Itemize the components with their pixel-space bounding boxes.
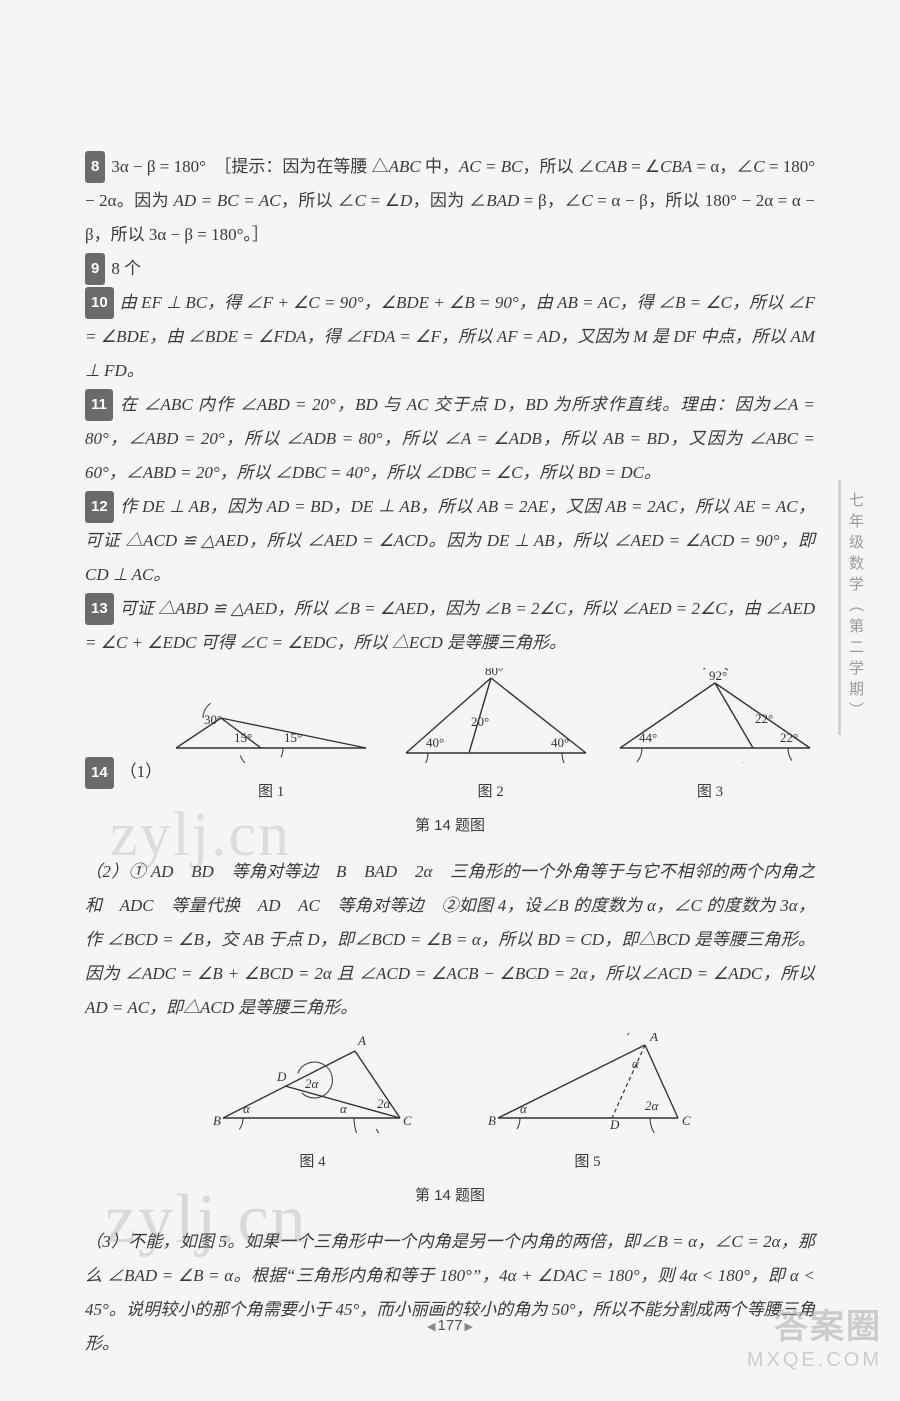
badge-9: 9 xyxy=(85,253,105,285)
fig2-svg: 80° 20° 40° 40° xyxy=(386,668,596,763)
fig1-svg: 30° 15° 15° xyxy=(166,668,376,763)
svg-text:A: A xyxy=(649,1033,658,1044)
badge-13: 13 xyxy=(85,593,114,625)
side-tab: 七年级数学（第二学期） xyxy=(838,480,870,735)
problem-13: 13可证 △ABD ≌ △AED，所以 ∠B = ∠AED，因为 ∠B = 2∠… xyxy=(85,592,815,660)
fig3-wrap: 92° 44° 22° 22° 图 3 xyxy=(605,668,815,807)
q14-caption-top: 第 14 题图 xyxy=(85,811,815,841)
fig5-wrap: α α 2α A B C D 图 5 xyxy=(480,1033,695,1177)
q14-part1-label: （1） xyxy=(120,755,163,789)
badge-8: 8 xyxy=(85,151,105,183)
fig1-wrap: 30° 15° 15° 图 1 xyxy=(166,668,376,807)
svg-text:92°: 92° xyxy=(709,668,727,683)
q14-part3: （3）不能，如图 5。如果一个三角形中一个内角是另一个内角的两倍，即∠B = α… xyxy=(85,1225,815,1361)
svg-text:80°: 80° xyxy=(485,668,503,678)
fig1-label: 图 1 xyxy=(166,777,376,807)
svg-text:B: B xyxy=(213,1113,221,1128)
svg-text:22°: 22° xyxy=(755,711,773,726)
svg-text:2α: 2α xyxy=(377,1096,392,1111)
svg-text:15°: 15° xyxy=(284,730,302,745)
q14-figs-bottom: α α 2α 2α A B C D 图 4 α α 2α A B C D 图 5 xyxy=(85,1033,815,1177)
fig4-wrap: α α 2α 2α A B C D 图 4 xyxy=(205,1033,420,1177)
svg-text:40°: 40° xyxy=(426,735,444,750)
page-content: 83α − β = 180° ［提示：因为在等腰 △ABC 中，AC = BC，… xyxy=(0,0,900,1401)
svg-text:44°: 44° xyxy=(639,730,657,745)
svg-text:D: D xyxy=(609,1117,620,1132)
svg-text:α: α xyxy=(340,1101,348,1116)
q14-caption-bottom: 第 14 题图 xyxy=(85,1181,815,1211)
problem-10: 10由 EF ⊥ BC，得 ∠F + ∠C = 90°，∠BDE + ∠B = … xyxy=(85,286,815,388)
badge-11: 11 xyxy=(85,389,113,421)
problem-9: 98 个 xyxy=(85,252,815,286)
fig2-label: 图 2 xyxy=(386,777,596,807)
fig3-svg: 92° 44° 22° 22° xyxy=(605,668,815,763)
fig2-wrap: 80° 20° 40° 40° 图 2 xyxy=(386,668,596,807)
svg-text:15°: 15° xyxy=(234,730,252,745)
q14-figs-top: 14 （1） 30° 15° 15° 图 1 80° 20° 40° 40° 图 2 92… xyxy=(85,668,815,807)
svg-text:α: α xyxy=(632,1056,640,1071)
corner-small: MXQE.COM xyxy=(747,1348,882,1372)
svg-text:C: C xyxy=(403,1113,412,1128)
problem-8: 83α − β = 180° ［提示：因为在等腰 △ABC 中，AC = BC，… xyxy=(85,150,815,252)
fig4-label: 图 4 xyxy=(205,1147,420,1177)
fig5-svg: α α 2α A B C D xyxy=(480,1033,695,1133)
corner-big: 答案圈 xyxy=(747,1307,882,1348)
fig3-label: 图 3 xyxy=(605,777,815,807)
problem-11: 11在 ∠ABC 内作 ∠ABD = 20°，BD 与 AC 交于点 D，BD … xyxy=(85,388,815,490)
fig5-label: 图 5 xyxy=(480,1147,695,1177)
q14-part2: （2）① AD BD 等角对等边 B BAD 2α 三角形的一个外角等于与它不相… xyxy=(85,855,815,1025)
svg-text:D: D xyxy=(276,1069,287,1084)
badge-12: 12 xyxy=(85,491,114,523)
svg-text:A: A xyxy=(357,1033,366,1048)
svg-text:2α: 2α xyxy=(305,1076,320,1091)
svg-text:C: C xyxy=(682,1113,691,1128)
svg-text:20°: 20° xyxy=(471,714,489,729)
svg-text:α: α xyxy=(520,1101,528,1116)
svg-text:2α: 2α xyxy=(645,1098,660,1113)
fig4-svg: α α 2α 2α A B C D xyxy=(205,1033,420,1133)
svg-text:22°: 22° xyxy=(780,730,798,745)
svg-text:B: B xyxy=(488,1113,496,1128)
badge-14: 14 xyxy=(85,757,114,789)
problem-12: 12作 DE ⊥ AB，因为 AD = BD，DE ⊥ AB，所以 AB = 2… xyxy=(85,490,815,592)
svg-text:40°: 40° xyxy=(551,735,569,750)
svg-text:α: α xyxy=(243,1101,251,1116)
badge-10: 10 xyxy=(85,287,114,319)
svg-text:30°: 30° xyxy=(204,712,222,727)
corner-brand: 答案圈 MXQE.COM xyxy=(747,1307,882,1372)
